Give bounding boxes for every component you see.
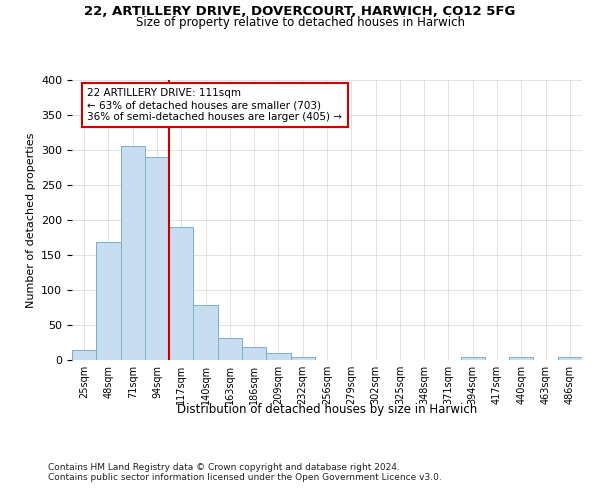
Bar bbox=[266, 353, 290, 360]
Bar bbox=[96, 242, 121, 360]
Bar bbox=[558, 356, 582, 360]
Bar bbox=[290, 356, 315, 360]
Text: Distribution of detached houses by size in Harwich: Distribution of detached houses by size … bbox=[177, 402, 477, 415]
Bar bbox=[509, 356, 533, 360]
Bar bbox=[461, 356, 485, 360]
Bar bbox=[242, 346, 266, 360]
Text: Contains HM Land Registry data © Crown copyright and database right 2024.
Contai: Contains HM Land Registry data © Crown c… bbox=[48, 462, 442, 482]
Bar bbox=[121, 146, 145, 360]
Y-axis label: Number of detached properties: Number of detached properties bbox=[26, 132, 35, 308]
Bar bbox=[72, 350, 96, 360]
Text: Size of property relative to detached houses in Harwich: Size of property relative to detached ho… bbox=[136, 16, 464, 29]
Bar bbox=[169, 227, 193, 360]
Text: 22, ARTILLERY DRIVE, DOVERCOURT, HARWICH, CO12 5FG: 22, ARTILLERY DRIVE, DOVERCOURT, HARWICH… bbox=[85, 5, 515, 18]
Bar bbox=[145, 157, 169, 360]
Bar bbox=[218, 338, 242, 360]
Text: 22 ARTILLERY DRIVE: 111sqm
← 63% of detached houses are smaller (703)
36% of sem: 22 ARTILLERY DRIVE: 111sqm ← 63% of deta… bbox=[88, 88, 342, 122]
Bar bbox=[193, 306, 218, 360]
